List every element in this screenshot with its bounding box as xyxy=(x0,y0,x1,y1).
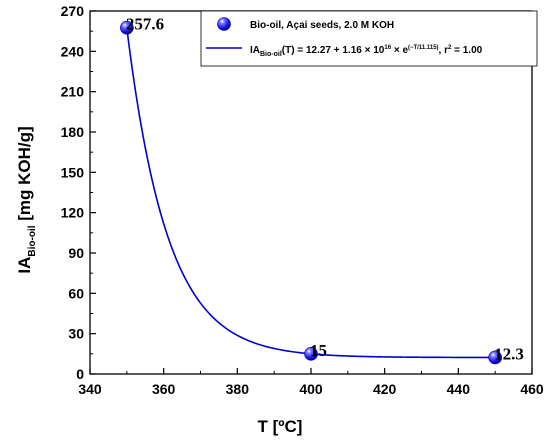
data-labels: 257.6 15 12.3 xyxy=(126,15,524,364)
legend-fit-mid: × e xyxy=(391,45,408,56)
x-tick-label: 400 xyxy=(299,381,323,397)
x-tick-label: 460 xyxy=(520,381,544,397)
legend-fit-prefix: IA xyxy=(250,45,260,56)
legend-scatter-marker xyxy=(217,17,231,31)
x-tick-label: 380 xyxy=(226,381,250,397)
data-point xyxy=(304,347,318,361)
legend-box xyxy=(200,10,538,67)
y-tick-labels: 0 30 60 90 120 150 180 210 240 270 xyxy=(61,3,85,382)
y-axis-title: IABio-oil [mg KOH/g] xyxy=(15,126,38,273)
legend-fit-label: IABio-oil(T) = 12.27 + 1.16 × 1016 × e(−… xyxy=(250,45,483,58)
y-tick-label: 240 xyxy=(61,43,85,59)
legend-fit-sup3: 2 xyxy=(448,45,452,51)
fit-curve xyxy=(126,28,496,359)
y-tick-label: 150 xyxy=(61,164,85,180)
x-tick-labels: 340 360 380 400 420 440 460 xyxy=(78,381,544,397)
legend-fit-after-sub: (T) = 12.27 + 1.16 × 10 xyxy=(282,45,385,56)
y-tick-label: 180 xyxy=(61,124,85,140)
data-label: 15 xyxy=(310,341,327,360)
y-axis-title-unit: [mg KOH/g] xyxy=(15,126,34,225)
legend-fit-suffix: , r xyxy=(439,45,449,56)
x-tick-label: 340 xyxy=(78,381,102,397)
legend-scatter-label: Bio-oil, Açai seeds, 2.0 M KOH xyxy=(250,20,394,31)
data-label: 257.6 xyxy=(126,15,164,34)
y-tick-label: 60 xyxy=(68,285,84,301)
y-tick-label: 270 xyxy=(61,3,85,19)
x-tick-label: 440 xyxy=(447,381,471,397)
legend-fit-end: = 1.00 xyxy=(451,45,482,56)
data-point xyxy=(488,350,502,365)
y-axis-title-subscript: Bio-oil xyxy=(27,225,38,256)
y-tick-label: 30 xyxy=(68,326,84,342)
legend-fit-sub: Bio-oil xyxy=(260,51,282,58)
x-axis-title: T [ºC] xyxy=(258,417,303,436)
x-tick-label: 420 xyxy=(373,381,397,397)
legend: Bio-oil, Açai seeds, 2.0 M KOH IABio-oil… xyxy=(200,10,538,67)
data-points xyxy=(120,20,502,365)
data-point xyxy=(120,20,134,35)
y-tick-label: 120 xyxy=(61,205,85,221)
y-axis-title-main: IA xyxy=(15,257,34,274)
y-tick-label: 90 xyxy=(68,245,84,261)
y-tick-label: 210 xyxy=(61,84,85,100)
x-tick-label: 360 xyxy=(152,381,176,397)
legend-fit-sup2: (−T/11.115) xyxy=(408,45,439,51)
y-tick-label: 0 xyxy=(76,366,84,382)
data-label: 12.3 xyxy=(494,344,524,363)
legend-fit-sup1: 16 xyxy=(384,45,391,51)
